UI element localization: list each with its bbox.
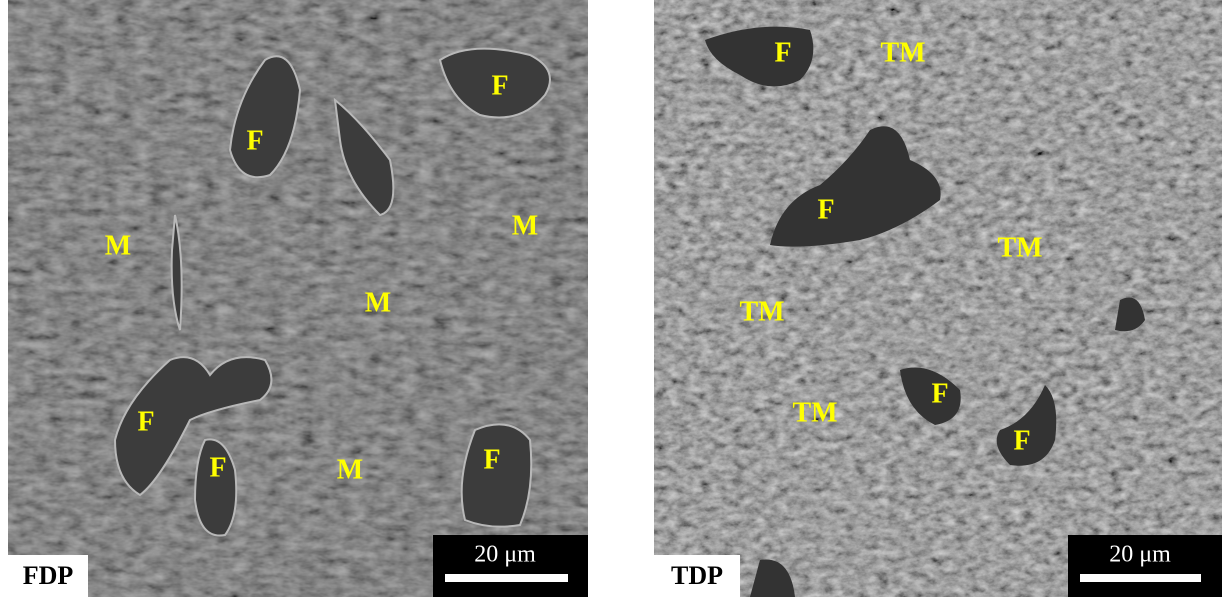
phase-label: M bbox=[105, 230, 131, 261]
phase-label: F bbox=[137, 406, 154, 437]
scale-bar bbox=[445, 574, 568, 582]
phase-label: F bbox=[491, 70, 508, 101]
phase-label: F bbox=[774, 37, 791, 68]
figure: FDP 20 μm TDP 20 μm F F M M M F F M F F TM F TM TM F TM… bbox=[0, 0, 1224, 597]
phase-label: F bbox=[817, 194, 834, 225]
panel-label: FDP bbox=[23, 561, 74, 590]
scale-bar-label: 20 μm bbox=[474, 542, 536, 568]
phase-label: F bbox=[483, 444, 500, 475]
scale-bar-label: 20 μm bbox=[1109, 542, 1171, 568]
phase-label: F bbox=[931, 378, 948, 409]
phase-label: M bbox=[365, 287, 391, 318]
grain bbox=[462, 424, 532, 526]
phase-label: TM bbox=[880, 37, 925, 68]
phase-label: M bbox=[512, 210, 538, 241]
panel-label: TDP bbox=[671, 561, 723, 590]
phase-label: TM bbox=[739, 296, 784, 327]
phase-label: TM bbox=[997, 232, 1042, 263]
page: {"panels": [ {"label": "FDP", "scale_bar… bbox=[0, 0, 1224, 597]
phase-label: F bbox=[246, 125, 263, 156]
scale-bar bbox=[1080, 574, 1201, 582]
phase-label: F bbox=[1013, 425, 1030, 456]
phase-label: F bbox=[209, 452, 226, 483]
phase-label: TM bbox=[792, 397, 837, 428]
phase-label: M bbox=[337, 454, 363, 485]
